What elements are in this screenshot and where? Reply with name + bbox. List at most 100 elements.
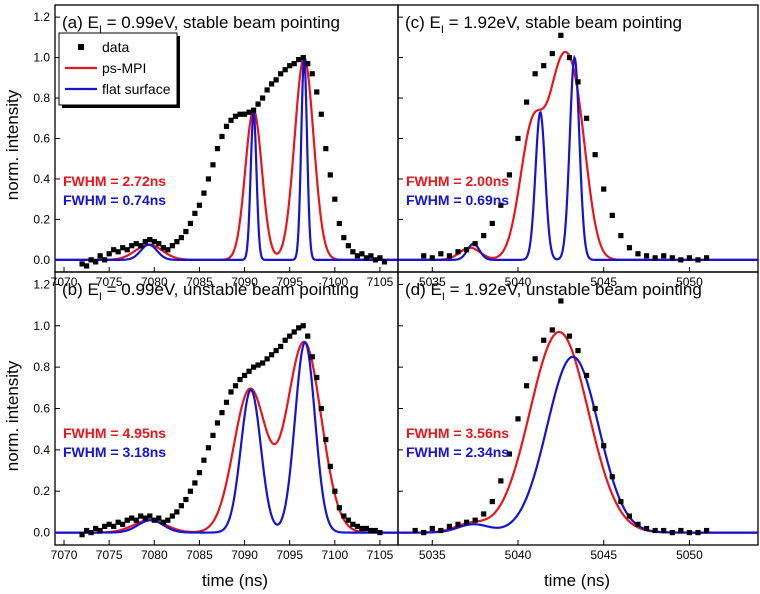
data-point (309, 71, 315, 77)
data-point (79, 532, 85, 538)
x-tick-label: 5045 (590, 548, 617, 562)
x-tick-label: 7075 (96, 275, 123, 289)
x-tick-label: 7075 (96, 548, 123, 562)
x-tick-label: 5040 (505, 275, 532, 289)
data-point (652, 527, 658, 534)
data-point (549, 50, 555, 57)
series-line-flat-surface (55, 57, 398, 261)
data-point (669, 255, 675, 261)
data-point (160, 245, 166, 251)
x-tick-label: 7095 (276, 275, 303, 289)
data-point (205, 445, 212, 451)
data-point (626, 513, 633, 519)
data-point (282, 67, 288, 73)
data-point (214, 420, 221, 426)
data-point (264, 356, 270, 362)
data-point (678, 257, 684, 263)
data-point (541, 337, 547, 343)
x-tick-label: 7080 (141, 275, 168, 289)
data-point (228, 117, 234, 123)
data-point (652, 255, 658, 261)
data-point (93, 259, 99, 265)
data-point (592, 152, 598, 158)
plot-area (398, 32, 758, 263)
x-tick-label: 7070 (51, 275, 78, 289)
data-point (609, 212, 615, 218)
data-point (147, 513, 153, 519)
data-point (250, 364, 257, 370)
data-point (237, 376, 243, 383)
data-point (523, 99, 530, 105)
y-tick-label: 0.2 (33, 484, 50, 498)
data-point (196, 470, 203, 476)
fwhm-flat-label: FWHM = 2.34ns (406, 444, 509, 460)
y-tick-label: 1.0 (33, 319, 50, 333)
x-tick-label: 5050 (676, 548, 703, 562)
plot-area (55, 54, 398, 269)
series-line-flat-surface (55, 341, 398, 534)
y-tick-label: 0.0 (33, 253, 50, 267)
data-point (703, 255, 710, 261)
x-axis-label-right: time (ns) (544, 571, 610, 590)
data-point (318, 111, 324, 117)
data-point (201, 457, 207, 463)
data-point (359, 525, 365, 532)
data-point (592, 405, 598, 412)
data-point (532, 356, 538, 362)
data-point (138, 513, 144, 519)
data-point (481, 511, 487, 517)
data-point (287, 333, 293, 339)
data-point (223, 123, 230, 129)
data-point (314, 89, 320, 95)
data-point (282, 337, 288, 343)
data-point (300, 323, 306, 329)
x-tick-label: 5045 (590, 275, 617, 289)
y-tick-label: 1.2 (33, 277, 50, 291)
x-tick-label: 5040 (505, 548, 532, 562)
y-tick-label: 0.8 (33, 91, 50, 105)
data-point (246, 109, 252, 115)
data-point (241, 111, 248, 117)
fwhm-mpi-label: FWHM = 3.56ns (406, 425, 509, 441)
x-tick-label: 5035 (419, 548, 446, 562)
data-point (363, 525, 370, 532)
data-point (138, 243, 144, 249)
data-point (214, 146, 221, 152)
data-point (142, 239, 148, 245)
data-point (223, 399, 230, 405)
data-point (438, 527, 444, 534)
data-point (341, 513, 347, 519)
data-point (686, 529, 693, 536)
panel-title: (d) EI = 1.92eV, unstable beam pointing (405, 280, 702, 303)
data-point (669, 529, 675, 536)
y-tick-label: 0.6 (33, 402, 50, 416)
data-point (165, 247, 171, 253)
data-point (332, 488, 338, 494)
data-point (210, 432, 216, 438)
data-point (142, 515, 148, 521)
data-point (183, 228, 189, 235)
data-point (133, 241, 139, 247)
data-point (332, 196, 338, 202)
x-tick-label: 7085 (186, 548, 213, 562)
y-tick-label: 0.4 (33, 443, 50, 457)
panel-d: 5035 5040 5045 5050 (d) EI = 1.92eV, unstabl… (397, 271, 759, 562)
data-point (429, 525, 435, 532)
data-point (635, 251, 641, 257)
data-point (377, 255, 383, 261)
data-point (246, 368, 252, 374)
data-point (269, 81, 275, 87)
data-point (532, 71, 538, 77)
data-point (210, 162, 216, 168)
y-axis-label-bottom: norm. intensity (3, 360, 22, 471)
data-point (178, 503, 184, 509)
data-point (515, 416, 521, 422)
data-point (368, 253, 374, 259)
data-point (377, 529, 383, 536)
data-point (273, 77, 279, 83)
data-point (566, 54, 573, 61)
data-point (472, 241, 478, 247)
data-point (575, 347, 581, 354)
data-point (558, 298, 564, 304)
data-point (336, 505, 342, 511)
